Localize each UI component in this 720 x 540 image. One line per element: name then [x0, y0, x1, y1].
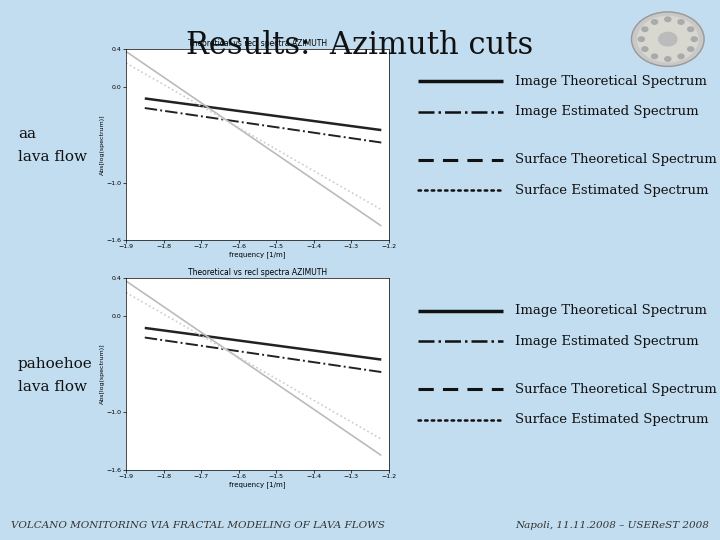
Y-axis label: Abs[log(spectrum)]: Abs[log(spectrum)] [100, 343, 104, 404]
Circle shape [665, 17, 671, 22]
Circle shape [691, 37, 697, 42]
Text: pahoehoe
lava flow: pahoehoe lava flow [18, 357, 93, 394]
Y-axis label: Abs[log(spectrum)]: Abs[log(spectrum)] [100, 114, 104, 175]
Text: Surface Estimated Spectrum: Surface Estimated Spectrum [515, 414, 708, 427]
Circle shape [688, 47, 694, 51]
Circle shape [678, 19, 684, 24]
Circle shape [638, 16, 698, 62]
Text: Surface Theoretical Spectrum: Surface Theoretical Spectrum [515, 153, 717, 166]
Circle shape [688, 27, 694, 31]
Text: Napoli, 11.11.2008 – USEReST 2008: Napoli, 11.11.2008 – USEReST 2008 [516, 521, 709, 530]
Text: Results:  Azimuth cuts: Results: Azimuth cuts [186, 30, 534, 60]
X-axis label: frequency [1/m]: frequency [1/m] [229, 481, 286, 488]
Circle shape [678, 54, 684, 59]
Title: Theoretical vs recl spectra AZIMUTH: Theoretical vs recl spectra AZIMUTH [188, 39, 327, 48]
Text: Surface Estimated Spectrum: Surface Estimated Spectrum [515, 184, 708, 197]
Circle shape [642, 47, 648, 51]
Circle shape [652, 54, 657, 59]
Circle shape [639, 37, 644, 42]
Circle shape [665, 57, 671, 61]
Text: Image Estimated Spectrum: Image Estimated Spectrum [515, 335, 698, 348]
Circle shape [652, 19, 657, 24]
X-axis label: frequency [1/m]: frequency [1/m] [229, 252, 286, 258]
Circle shape [642, 27, 648, 31]
Text: VOLCANO MONITORING VIA FRACTAL MODELING OF LAVA FLOWS: VOLCANO MONITORING VIA FRACTAL MODELING … [11, 521, 384, 530]
Title: Theoretical vs recl spectra AZIMUTH: Theoretical vs recl spectra AZIMUTH [188, 268, 327, 278]
Text: aa
lava flow: aa lava flow [18, 127, 87, 164]
Text: Surface Theoretical Spectrum: Surface Theoretical Spectrum [515, 383, 717, 396]
Text: Image Estimated Spectrum: Image Estimated Spectrum [515, 105, 698, 118]
Text: Image Theoretical Spectrum: Image Theoretical Spectrum [515, 75, 707, 87]
Circle shape [659, 32, 677, 46]
Circle shape [631, 12, 704, 66]
Text: Image Theoretical Spectrum: Image Theoretical Spectrum [515, 304, 707, 317]
